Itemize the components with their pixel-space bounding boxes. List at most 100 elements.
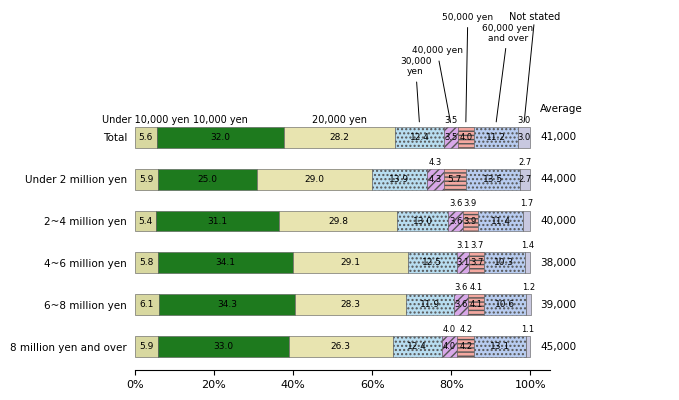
Bar [518,127,530,148]
Bar [448,210,462,232]
Text: 28.3: 28.3 [341,300,361,309]
Bar [468,294,484,315]
Text: 3.5: 3.5 [444,133,458,142]
Bar [458,336,474,357]
Text: 3.9: 3.9 [464,216,477,226]
Text: 31.1: 31.1 [208,216,227,226]
Bar [457,252,469,273]
Text: 12.4: 12.4 [409,133,430,142]
Text: 25.0: 25.0 [198,175,218,184]
Bar [284,127,395,148]
Bar [526,336,530,357]
Bar [519,169,530,190]
Text: 3.0: 3.0 [517,116,530,125]
Text: 3.6: 3.6 [454,300,467,309]
Text: 40,000 yen: 40,000 yen [411,46,462,122]
Bar [426,169,443,190]
Bar [443,169,466,190]
Bar [466,169,519,190]
Text: 10,000 yen: 10,000 yen [193,115,248,125]
Text: 5.9: 5.9 [139,175,153,184]
Text: 3.7: 3.7 [470,241,483,250]
Text: 2.7: 2.7 [518,158,532,166]
Bar [484,252,525,273]
Bar [135,336,158,357]
Text: 12.4: 12.4 [407,342,427,351]
Bar [158,336,289,357]
Bar [525,252,530,273]
Text: 12.5: 12.5 [422,258,443,268]
Text: 3.6: 3.6 [454,283,467,292]
Bar [526,294,530,315]
Text: 1.2: 1.2 [521,283,535,292]
Bar [135,169,158,190]
Bar [474,127,518,148]
Text: 30,000
yen: 30,000 yen [400,57,431,122]
Bar [371,169,426,190]
Bar [293,252,407,273]
Bar [157,127,284,148]
Bar [462,210,478,232]
Text: 34.1: 34.1 [215,258,235,268]
Text: 3.6: 3.6 [449,216,462,226]
Text: 4.3: 4.3 [428,175,442,184]
Bar [523,210,530,232]
Bar [397,210,448,232]
Text: 4.1: 4.1 [469,283,483,292]
Bar [156,210,279,232]
Bar [135,210,156,232]
Bar [454,294,468,315]
Bar [135,294,159,315]
Text: 3.0: 3.0 [517,133,530,142]
Text: 60,000 yen
and over: 60,000 yen and over [482,24,533,122]
Bar [289,336,392,357]
Text: 13.9: 13.9 [389,175,409,184]
Text: 34.3: 34.3 [217,300,237,309]
Bar [407,252,457,273]
Text: 13.5: 13.5 [483,175,503,184]
Text: 3.7: 3.7 [470,258,483,268]
Text: 5.8: 5.8 [139,258,153,268]
Bar [158,252,293,273]
Text: 3.1: 3.1 [456,258,470,268]
Text: 44,000: 44,000 [540,174,576,184]
Text: 28.2: 28.2 [329,133,349,142]
Text: 26.3: 26.3 [331,342,350,351]
Text: 10.6: 10.6 [495,300,515,309]
Text: 1.4: 1.4 [521,241,534,250]
Text: 29.8: 29.8 [328,216,348,226]
Text: 5.4: 5.4 [139,216,153,226]
Text: 45,000: 45,000 [540,342,576,352]
Bar [158,169,257,190]
Bar [484,294,526,315]
Text: 4.2: 4.2 [459,325,473,334]
Text: 50,000 yen: 50,000 yen [442,13,494,122]
Bar [392,336,441,357]
Text: 4.0: 4.0 [459,133,473,142]
Bar [279,210,397,232]
Text: 38,000: 38,000 [540,258,576,268]
Text: 4.1: 4.1 [469,300,483,309]
Text: Under 10,000 yen: Under 10,000 yen [103,115,189,125]
Text: 33.0: 33.0 [213,342,234,351]
Text: 1.7: 1.7 [520,200,533,208]
Text: 29.0: 29.0 [304,175,325,184]
Text: 4.2: 4.2 [459,342,473,351]
Text: 11.2: 11.2 [486,133,506,142]
Text: 2.7: 2.7 [518,175,532,184]
Bar [407,294,454,315]
Text: 4.0: 4.0 [443,342,456,351]
Text: 1.1: 1.1 [521,325,534,334]
Bar [295,294,407,315]
Bar [135,252,158,273]
Bar [474,336,526,357]
Text: 20,000 yen: 20,000 yen [312,115,367,125]
Bar [395,127,444,148]
Text: 5.9: 5.9 [139,342,153,351]
Text: 40,000: 40,000 [540,216,576,226]
Text: 3.1: 3.1 [456,241,470,250]
Text: 3.6: 3.6 [449,200,462,208]
Text: 11.4: 11.4 [491,216,511,226]
Bar [441,336,458,357]
Text: Not stated: Not stated [509,12,559,22]
